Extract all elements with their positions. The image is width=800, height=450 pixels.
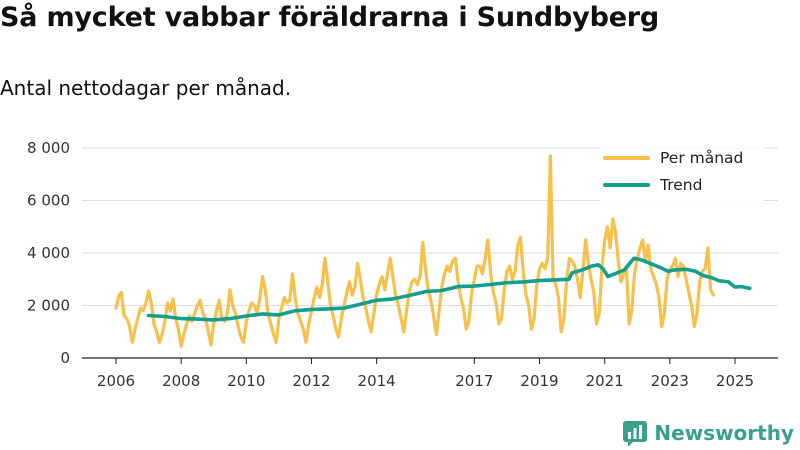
x-tick-label: 2012: [292, 372, 330, 390]
y-tick-label: 8 000: [27, 139, 70, 157]
y-tick-label: 6 000: [27, 192, 70, 210]
x-tick-label: 2010: [227, 372, 265, 390]
y-axis-ticks: 0 2 000 4 000 6 000 8 000: [27, 139, 70, 367]
x-axis-ticks: 2006 2008 2010 2012 2014 2017 2019 2021 2023 2025: [97, 358, 754, 390]
x-tick-label: 2025: [716, 372, 754, 390]
x-tick-label: 2008: [162, 372, 200, 390]
legend: Per månad Trend: [600, 142, 764, 202]
newsworthy-icon: [623, 421, 648, 446]
brand-name: Newsworthy: [654, 421, 794, 445]
series-line-trend: [146, 256, 752, 322]
chart-subtitle: Antal nettodagar per månad.: [0, 76, 292, 100]
x-tick-label: 2021: [586, 372, 624, 390]
legend-label-per-manad: Per månad: [660, 149, 743, 167]
chart-title: Så mycket vabbar föräldrarna i Sundbyber…: [0, 2, 660, 33]
y-tick-label: 2 000: [27, 297, 70, 315]
legend-background: [600, 142, 764, 202]
x-tick-label: 2023: [651, 372, 689, 390]
series-group: [114, 154, 752, 348]
x-tick-label: 2014: [358, 372, 396, 390]
y-tick-label: 0: [60, 349, 70, 367]
newsworthy-logo[interactable]: Newsworthy: [622, 420, 794, 446]
series-line-per-manad: [114, 154, 715, 348]
y-tick-label: 4 000: [27, 244, 70, 262]
x-tick-label: 2017: [455, 372, 493, 390]
x-tick-label: 2006: [97, 372, 135, 390]
legend-label-trend: Trend: [659, 176, 702, 194]
x-tick-label: 2019: [520, 372, 558, 390]
